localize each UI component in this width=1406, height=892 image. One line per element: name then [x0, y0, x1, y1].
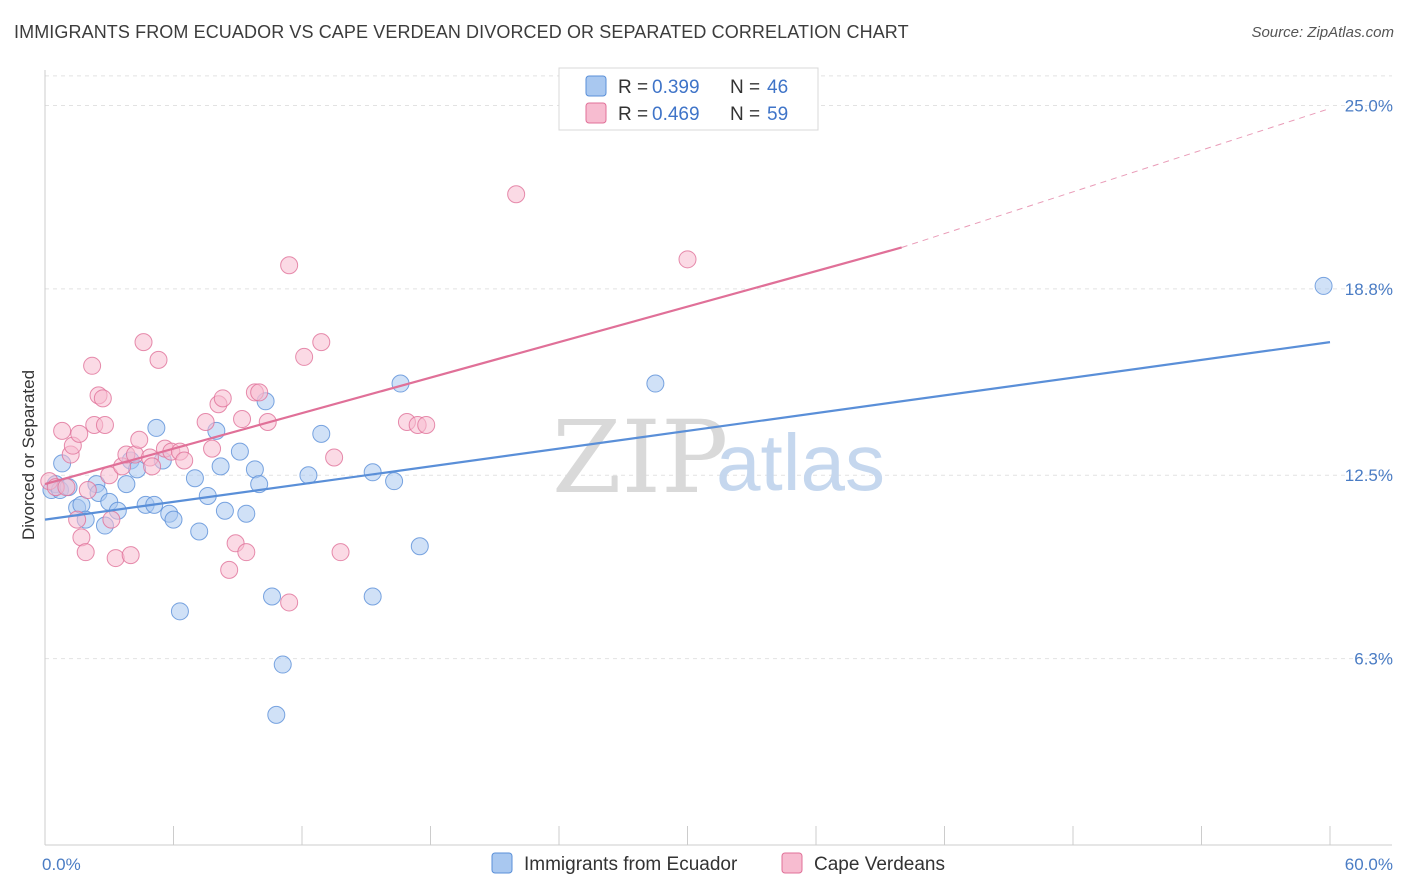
y-tick-label-3: 25.0% — [1345, 96, 1393, 115]
point-s0-45 — [1314, 276, 1333, 295]
point-s1-46 — [312, 333, 331, 352]
tick-labels: 6.3% 12.5% 18.8% 25.0% 0.0% 60.0% — [42, 96, 1393, 874]
point-s1-31 — [175, 451, 194, 470]
source-label: Source: ZipAtlas.com — [1251, 24, 1394, 41]
legend-r-value-2: 0.469 — [652, 104, 700, 125]
bottom-legend-swatch-ecuador — [491, 852, 513, 874]
legend-r-value-1: 0.399 — [652, 77, 700, 98]
legend-n-value-1: 46 — [767, 77, 788, 98]
y-tick-label-2: 18.8% — [1345, 280, 1393, 299]
point-s1-2 — [53, 421, 72, 440]
point-s1-7 — [70, 424, 89, 443]
point-s0-38 — [312, 424, 331, 443]
legend-r-label-2: R = — [618, 104, 648, 125]
point-s0-23 — [185, 469, 204, 488]
x-tick-label-1: 60.0% — [1345, 855, 1393, 874]
legend-swatch-ecuador — [585, 75, 607, 97]
point-s0-28 — [215, 501, 234, 520]
point-s0-30 — [237, 504, 256, 523]
point-s1-14 — [93, 389, 112, 408]
point-s0-35 — [267, 705, 286, 724]
point-s1-18 — [106, 549, 125, 568]
point-s1-11 — [83, 356, 102, 375]
trend-lines — [44, 107, 1331, 521]
point-s1-36 — [220, 560, 239, 579]
point-s0-44 — [646, 374, 665, 393]
point-s1-39 — [237, 543, 256, 562]
point-s0-22 — [170, 602, 189, 621]
point-s1-24 — [134, 333, 153, 352]
point-s1-9 — [76, 543, 95, 562]
point-s0-43 — [410, 537, 429, 556]
point-s1-43 — [280, 256, 299, 275]
point-s0-34 — [263, 587, 282, 606]
point-s0-29 — [230, 442, 249, 461]
legend-r-label-1: R = — [618, 77, 648, 98]
point-s0-40 — [363, 587, 382, 606]
point-s1-10 — [78, 481, 97, 500]
trend-line-0 — [44, 341, 1331, 521]
legend-n-value-2: 59 — [767, 104, 788, 125]
legend-n-label-1: N = — [730, 77, 760, 98]
bottom-legend-label-ecuador: Immigrants from Ecuador — [524, 854, 738, 875]
point-s0-15 — [128, 460, 147, 479]
point-s1-41 — [250, 383, 269, 402]
legend-box: R = 0.399 N = 46 R = 0.469 N = 59 — [558, 67, 819, 131]
point-s1-23 — [130, 430, 149, 449]
point-s1-51 — [417, 415, 436, 434]
y-axis-label: Divorced or Separated — [19, 370, 38, 540]
point-s1-45 — [295, 347, 314, 366]
gridlines — [45, 75, 1392, 660]
trend-line-1 — [44, 246, 902, 486]
point-s1-21 — [121, 546, 140, 565]
x-tick-label-0: 0.0% — [42, 855, 81, 874]
legend-n-label-2: N = — [730, 104, 760, 125]
point-s1-35 — [213, 389, 232, 408]
point-s0-21 — [164, 510, 183, 529]
point-s0-39 — [363, 463, 382, 482]
bottom-legend: Immigrants from Ecuador Cape Verdeans — [491, 852, 945, 875]
y-tick-label-0: 6.3% — [1354, 650, 1393, 669]
point-s0-18 — [147, 418, 166, 437]
watermark-atlas: atlas — [716, 418, 885, 507]
bottom-legend-swatch-cape-verdean — [781, 852, 803, 874]
point-s1-3 — [57, 478, 76, 497]
point-s0-24 — [190, 522, 209, 541]
point-s1-52 — [507, 185, 526, 204]
point-s1-44 — [280, 593, 299, 612]
point-s1-17 — [102, 510, 121, 529]
point-s1-53 — [678, 250, 697, 269]
point-s1-32 — [196, 413, 215, 432]
trend-line-extension-1 — [901, 107, 1331, 248]
chart-title: IMMIGRANTS FROM ECUADOR VS CAPE VERDEAN … — [14, 22, 909, 42]
bottom-legend-label-cape-verdean: Cape Verdeans — [814, 854, 945, 875]
point-s0-36 — [273, 655, 292, 674]
axes — [44, 70, 1392, 846]
point-s1-27 — [149, 350, 168, 369]
point-s0-41 — [385, 472, 404, 491]
point-s1-33 — [203, 439, 222, 458]
point-s0-13 — [117, 475, 136, 494]
watermark-zip: ZIP — [552, 399, 728, 516]
point-s0-27 — [211, 457, 230, 476]
point-s1-38 — [233, 410, 252, 429]
point-s0-37 — [299, 466, 318, 485]
point-s1-26 — [143, 457, 162, 476]
legend-swatch-cape-verdean — [585, 102, 607, 124]
y-tick-label-1: 12.5% — [1345, 466, 1393, 485]
point-s1-48 — [331, 543, 350, 562]
point-s1-47 — [325, 448, 344, 467]
point-s1-15 — [95, 415, 114, 434]
